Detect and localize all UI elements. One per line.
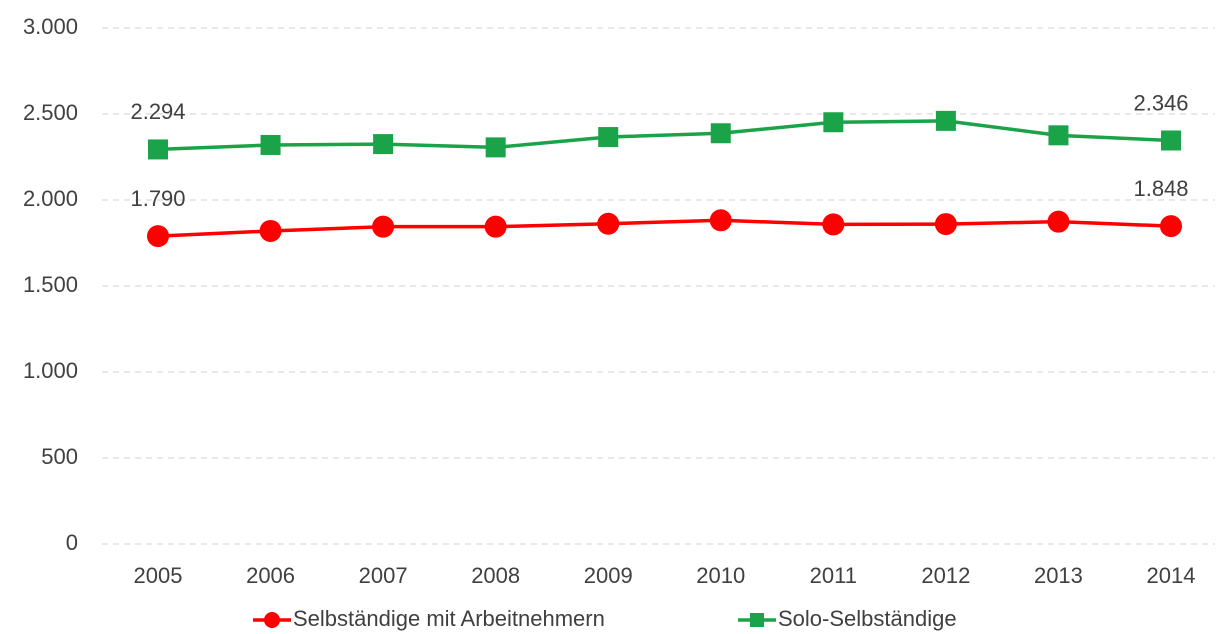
data-point	[823, 112, 844, 133]
y-tick-label: 500	[41, 444, 78, 469]
data-point	[597, 212, 620, 235]
x-tick-label: 2011	[810, 563, 857, 588]
x-tick-label: 2013	[1034, 563, 1083, 588]
data-point	[260, 134, 281, 155]
data-point	[822, 213, 845, 236]
data-point	[710, 123, 731, 144]
legend-marker	[264, 612, 280, 628]
x-tick-label: 2006	[246, 563, 295, 588]
data-point	[935, 110, 956, 131]
y-tick-label: 2.000	[23, 186, 78, 211]
data-point	[259, 219, 282, 242]
data-point	[934, 213, 957, 236]
y-tick-label: 1.000	[23, 358, 78, 383]
series-line	[157, 218, 1172, 238]
legend-label: Solo-Selbständige	[778, 606, 957, 631]
data-point	[709, 209, 732, 232]
x-tick-label: 2014	[1147, 563, 1196, 588]
x-tick-label: 2007	[359, 563, 408, 588]
data-point	[1048, 125, 1069, 146]
data-point	[598, 127, 619, 148]
y-tick-label: 0	[66, 530, 78, 555]
data-label: 1.848	[1133, 176, 1188, 201]
y-tick-label: 3.000	[23, 14, 78, 39]
x-tick-label: 2005	[134, 563, 183, 588]
data-label: 2.346	[1133, 90, 1188, 115]
legend-marker	[750, 613, 764, 627]
x-tick-label: 2008	[471, 563, 520, 588]
data-point	[147, 225, 169, 248]
x-tick-label: 2012	[921, 563, 970, 588]
data-point	[1047, 210, 1070, 233]
data-point	[485, 137, 506, 158]
data-point	[1161, 130, 1181, 151]
data-label: 1.790	[130, 186, 185, 211]
data-point	[373, 134, 394, 155]
data-point	[1160, 215, 1182, 238]
data-point	[484, 215, 507, 238]
data-point	[372, 215, 395, 238]
data-point	[148, 139, 168, 160]
data-label: 2.294	[130, 99, 185, 124]
x-tick-label: 2010	[696, 563, 745, 588]
y-tick-label: 1.500	[23, 272, 78, 297]
y-tick-label: 2.500	[23, 100, 78, 125]
legend-label: Selbständige mit Arbeitnehmern	[293, 606, 605, 631]
series-line	[157, 119, 1172, 152]
x-tick-label: 2009	[584, 563, 633, 588]
